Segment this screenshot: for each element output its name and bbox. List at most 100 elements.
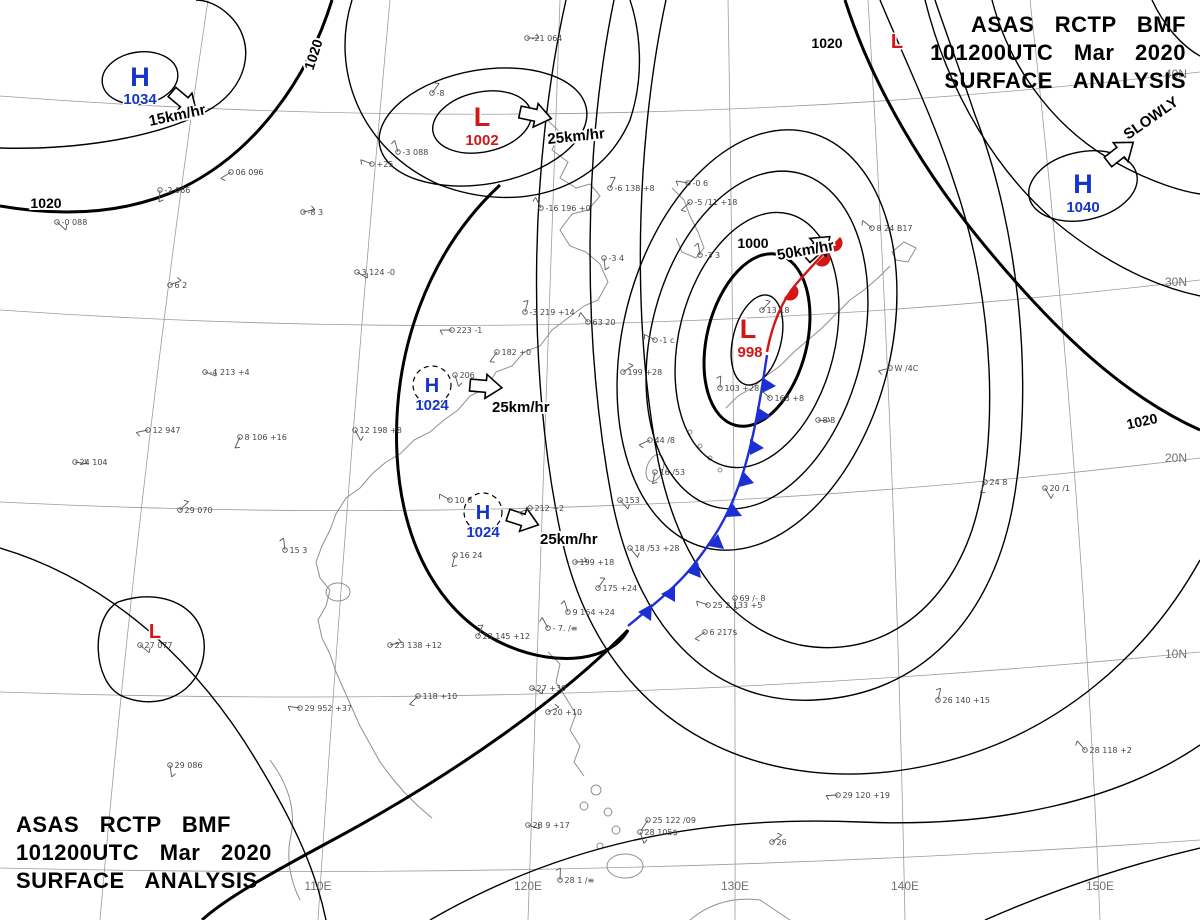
- low-value: 1002: [465, 132, 498, 149]
- cold-front-triangle: [708, 534, 724, 549]
- chart-id: ASAS RCTP BMF: [16, 812, 231, 837]
- station-plot: 199 +18: [572, 557, 614, 567]
- warm-front-semicircle: [816, 252, 831, 267]
- lon-label: 140E: [891, 879, 919, 893]
- station-plot: 25 122 /09: [640, 816, 696, 831]
- isobar-1020: [843, 0, 1200, 432]
- title-block-top-right: ASAS RCTP BMF 101200UTC Mar 2020 SURFACE…: [930, 12, 1186, 93]
- lon-label: 150E: [1086, 879, 1114, 893]
- station-plot: 29 070: [177, 499, 213, 515]
- isobar-1000: [702, 252, 812, 428]
- station-plot: 16 /53: [652, 468, 685, 485]
- isobar: [924, 0, 1200, 297]
- cold-front-triangle: [661, 586, 675, 602]
- svg-text:175 +24: 175 +24: [603, 584, 638, 593]
- station-plot: 16 24: [451, 551, 482, 568]
- high-value: 1034: [123, 91, 157, 108]
- movement-arrow: [505, 506, 540, 533]
- station-plot: -0 088: [54, 218, 87, 231]
- longitude-line: [727, 0, 736, 920]
- coastline-island: [590, 784, 602, 796]
- svg-text:12 198 +8: 12 198 +8: [360, 426, 402, 435]
- svg-text:-16 196 +0: -16 196 +0: [546, 204, 591, 213]
- high-value: 1024: [415, 397, 449, 414]
- station-plot: -3 4: [601, 254, 625, 271]
- svg-text:168 +8: 168 +8: [775, 394, 805, 403]
- station-plot: -0 6: [675, 179, 708, 188]
- station-plot: 20 +10: [545, 703, 583, 717]
- cold-front-triangle: [750, 439, 764, 455]
- svg-text:13 18: 13 18: [767, 306, 790, 315]
- station-plot: 199 +28: [620, 362, 662, 377]
- svg-text:20 +10: 20 +10: [553, 708, 583, 717]
- station-plot: 6 217$: [694, 628, 738, 642]
- station-plot: 27 077: [137, 641, 173, 654]
- svg-text:-3 4: -3 4: [609, 254, 625, 263]
- cold-front: [627, 354, 776, 627]
- station-plot: 24 8: [979, 478, 1007, 494]
- pressure-center-high-1034: H 1034: [122, 61, 159, 110]
- station-plot: -8 3: [300, 205, 324, 217]
- chart-datetime: 101200UTC Mar 2020: [930, 40, 1186, 65]
- station-plot: 63 20: [578, 312, 616, 327]
- pressure-center-high-1024-south: H 1024: [465, 501, 502, 543]
- svg-text:- 7. /≡: - 7. /≡: [553, 624, 578, 633]
- svg-text:63 20: 63 20: [593, 318, 616, 327]
- pressure-center-low-minor-ne: L: [889, 30, 904, 55]
- isobar: [674, 211, 840, 469]
- station-plot: -6 138 +8: [607, 176, 655, 193]
- cold-front-triangle: [762, 377, 776, 393]
- station-plot: 175 +24: [595, 577, 638, 593]
- movement-arrow: [1103, 141, 1135, 168]
- pressure-center-low-1002: L 1002: [464, 101, 500, 151]
- station-plot: 29 120 +19: [825, 791, 890, 801]
- station-plot: 29 086: [167, 761, 203, 778]
- svg-text:206: 206: [460, 371, 475, 380]
- svg-text:29 086: 29 086: [175, 761, 203, 770]
- coastline-island: [611, 825, 621, 835]
- svg-text:-2 066: -2 066: [165, 186, 191, 195]
- lon-label: 120E: [514, 879, 542, 893]
- longitude-line: [317, 0, 391, 920]
- movement-arrow: [800, 235, 831, 264]
- svg-text:26: 26: [777, 838, 787, 847]
- station-plot: 24 104: [72, 458, 108, 467]
- pressure-center-high-1040: H 1040: [1065, 168, 1101, 218]
- isobar-label: 1020: [30, 195, 61, 211]
- station-plot: -3 088: [390, 140, 428, 157]
- station-plot: 212 +2: [518, 504, 564, 517]
- station-plot: 8 24 B17: [861, 220, 913, 233]
- latitude-line: [0, 651, 1200, 698]
- station-plot: -2 066: [157, 186, 191, 203]
- station-plot: 3 124 -0: [354, 268, 395, 279]
- latitude-line: [0, 71, 1200, 115]
- station-plot: W /4C: [878, 364, 919, 375]
- svg-text:-8 3: -8 3: [308, 208, 324, 217]
- chart-id: ASAS RCTP BMF: [971, 12, 1186, 37]
- station-plot: 20 /1: [1042, 484, 1070, 499]
- cold-front-triangle: [686, 562, 701, 578]
- coastline-luzon: [547, 651, 585, 777]
- station-plot: 23 145 +12: [475, 624, 530, 641]
- cold-front-triangle: [757, 407, 771, 423]
- cold-front-triangle: [739, 471, 754, 487]
- station-plot: 12 198 +8: [352, 426, 402, 441]
- svg-text:25 2 133 +5: 25 2 133 +5: [713, 601, 763, 610]
- station-plot: 118 +10: [409, 692, 457, 707]
- station-plot: 28 105$: [637, 828, 678, 844]
- svg-text:-21 064: -21 064: [532, 34, 563, 43]
- coastline-island: [603, 807, 613, 817]
- svg-text:8 106 +16: 8 106 +16: [245, 433, 287, 442]
- isobar-label: 1020: [811, 35, 842, 51]
- warm-front-semicircle: [784, 286, 799, 301]
- isobar: [1028, 150, 1138, 222]
- pressure-center-low-998: L 998: [736, 313, 764, 363]
- station-plot: -3 3: [693, 242, 721, 260]
- chart-datetime: 101200UTC Mar 2020: [16, 840, 272, 865]
- isobar: [645, 170, 869, 510]
- coordinate-labels: 40N 30N 20N 10N 110E 120E 130E 140E 150E: [304, 67, 1187, 893]
- isobar: [984, 847, 1200, 920]
- coastline-island: [579, 801, 589, 811]
- station-plot: 18 /53 +28: [627, 544, 680, 558]
- svg-text:-3 3: -3 3: [705, 251, 721, 260]
